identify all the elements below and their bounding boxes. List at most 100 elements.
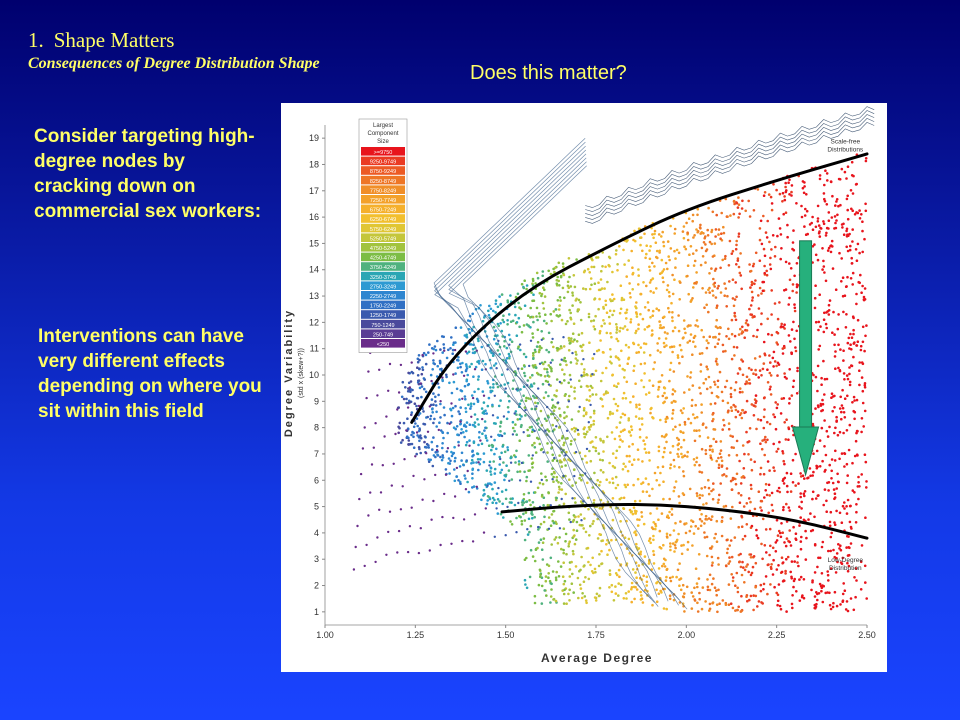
scatter-point <box>702 241 706 244</box>
scatter-point <box>730 573 733 576</box>
scatter-point <box>635 301 638 304</box>
scatter-point <box>831 331 834 334</box>
scatter-point <box>734 482 738 486</box>
scatter-point <box>515 449 518 453</box>
scatter-point <box>545 322 548 325</box>
scatter-point <box>607 255 611 259</box>
scatter-point <box>484 426 487 430</box>
scatter-point <box>440 458 444 462</box>
scatter-point <box>510 340 514 343</box>
scatter-point <box>677 495 681 498</box>
scatter-point <box>643 362 647 365</box>
scatter-point <box>653 265 656 268</box>
scatter-point <box>549 366 552 369</box>
scatter-point <box>847 448 851 452</box>
scatter-point <box>661 564 664 568</box>
scatter-point <box>579 318 583 322</box>
scatter-point <box>843 416 847 419</box>
scatter-point <box>632 341 635 345</box>
scatter-point <box>651 314 654 317</box>
scatter-point <box>752 608 755 612</box>
scatter-point <box>739 327 742 331</box>
scatter-point <box>834 288 838 291</box>
scatter-point <box>423 440 426 444</box>
scatter-point <box>623 536 627 539</box>
scatter-point <box>684 531 688 535</box>
scatter-point <box>741 409 745 412</box>
scatter-point <box>795 392 799 395</box>
scatter-point <box>635 576 638 579</box>
scatter-point <box>372 446 375 449</box>
scatter-point <box>502 461 505 464</box>
scatter-point <box>532 382 536 385</box>
scatter-point <box>770 563 773 566</box>
scatter-point <box>589 524 592 528</box>
scatter-point <box>782 579 786 582</box>
scatter-point <box>715 357 718 361</box>
scatter-point <box>639 550 643 554</box>
scatter-point <box>560 497 563 501</box>
legend-label: 2250-2749 <box>370 294 396 300</box>
scatter-point <box>618 421 622 424</box>
scatter-point <box>438 361 442 365</box>
scatter-point <box>472 402 476 406</box>
scatter-point <box>640 417 644 420</box>
scatter-point <box>707 517 711 520</box>
scatter-point <box>834 350 837 353</box>
scatter-point <box>587 577 591 581</box>
scatter-point <box>544 391 548 394</box>
scatter-point <box>691 219 694 223</box>
scatter-point <box>429 417 432 421</box>
scatter-point <box>730 332 734 336</box>
scatter-point <box>537 525 540 529</box>
scatter-point <box>730 488 734 491</box>
scatter-point <box>693 599 697 602</box>
scatter-point <box>473 368 477 371</box>
scatter-point <box>765 493 769 497</box>
scatter-point <box>503 450 507 454</box>
scatter-point <box>595 592 599 596</box>
upper-boundary-curve <box>410 152 869 424</box>
scatter-point <box>531 373 534 377</box>
scatter-point <box>754 279 757 282</box>
scatter-point <box>604 366 608 370</box>
scatter-point <box>700 447 704 451</box>
scatter-point <box>459 362 462 366</box>
scatter-point <box>841 599 845 602</box>
scatter-point <box>623 376 626 379</box>
scatter-point <box>725 551 729 555</box>
scatter-point <box>692 340 695 344</box>
scatter-point <box>803 494 806 498</box>
scatter-point <box>456 433 459 437</box>
scatter-point <box>769 256 772 260</box>
scatter-point <box>675 436 679 440</box>
scatter-point <box>598 553 601 556</box>
scatter-point <box>459 482 462 486</box>
scatter-point <box>709 454 712 457</box>
scatter-point <box>441 442 444 445</box>
scatter-point <box>689 421 693 425</box>
scatter-point <box>674 400 677 403</box>
scatter-point <box>531 454 534 457</box>
scatter-point <box>798 599 802 602</box>
scatter-point <box>461 397 464 400</box>
scatter-point <box>542 307 546 310</box>
scatter-point <box>446 447 450 450</box>
scatter-point <box>836 433 840 437</box>
scatter-point <box>794 349 798 353</box>
scatter-point <box>798 578 801 581</box>
scatter-point <box>649 512 652 515</box>
scatter-point <box>716 385 720 389</box>
scatter-point <box>457 444 460 447</box>
scatter-point <box>818 235 822 238</box>
scatter-point <box>762 280 766 284</box>
scatter-point <box>590 283 593 287</box>
scatter-point <box>833 555 836 559</box>
legend-label: 5250-5749 <box>370 236 396 242</box>
scatter-point <box>772 350 776 354</box>
scatter-point <box>778 301 781 304</box>
scatter-point <box>369 491 372 494</box>
scatter-point <box>845 512 849 515</box>
scatter-point <box>749 553 753 556</box>
scatter-point <box>858 209 861 212</box>
